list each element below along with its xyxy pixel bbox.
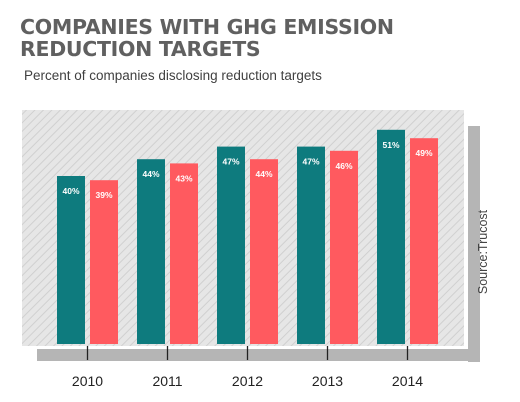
bar-2012-series-1 bbox=[217, 146, 245, 344]
bar-2014-series-1 bbox=[377, 129, 405, 344]
bar-2013-series-2 bbox=[330, 150, 358, 344]
data-label-2011-series-1: 44% bbox=[142, 169, 159, 179]
right-frame bbox=[468, 126, 480, 362]
data-label-2013-series-2: 46% bbox=[335, 161, 352, 171]
data-label-2010-series-2: 39% bbox=[95, 190, 112, 200]
x-tick-label-2011: 2011 bbox=[152, 373, 182, 389]
bar-2012-series-2 bbox=[250, 159, 278, 344]
bar-2013-series-1 bbox=[297, 146, 325, 344]
chart-title-line-1: COMPANIES WITH GHG EMISSION bbox=[20, 15, 394, 39]
data-label-2012-series-2: 44% bbox=[255, 169, 272, 179]
x-tick-label-2012: 2012 bbox=[232, 373, 263, 389]
x-tick-label-2013: 2013 bbox=[312, 373, 343, 389]
source-text: Source:Trucost bbox=[476, 209, 490, 295]
bars-group: 40% 39% 44% 43% 47% 44% 47% 46% 51% 49% bbox=[57, 129, 438, 344]
bar-2011-series-2 bbox=[170, 163, 198, 344]
data-label-2014-series-2: 49% bbox=[415, 148, 432, 158]
data-label-2011-series-2: 43% bbox=[175, 173, 192, 183]
data-label-2010-series-1: 40% bbox=[62, 186, 79, 196]
chart-title-line-2: REDUCTION TARGETS bbox=[20, 37, 261, 61]
x-tick-label-2010: 2010 bbox=[72, 373, 103, 389]
x-tick-label-2014: 2014 bbox=[392, 373, 423, 389]
source-note: Source:Trucost bbox=[476, 210, 513, 402]
chart-title: COMPANIES WITH GHG EMISSION REDUCTION TA… bbox=[20, 16, 394, 60]
bar-2011-series-1 bbox=[137, 159, 165, 344]
bar-2014-series-2 bbox=[410, 138, 438, 344]
data-label-2012-series-1: 47% bbox=[222, 157, 239, 167]
x-axis-bar bbox=[37, 349, 480, 361]
data-label-2013-series-1: 47% bbox=[302, 157, 319, 167]
bar-2010-series-2 bbox=[90, 180, 118, 344]
data-label-2014-series-1: 51% bbox=[382, 140, 399, 150]
chart-subtitle: Percent of companies disclosing reductio… bbox=[24, 68, 322, 83]
bar-2010-series-1 bbox=[57, 176, 85, 344]
ticks-group: 2010 2011 2012 2013 2014 bbox=[72, 346, 423, 389]
